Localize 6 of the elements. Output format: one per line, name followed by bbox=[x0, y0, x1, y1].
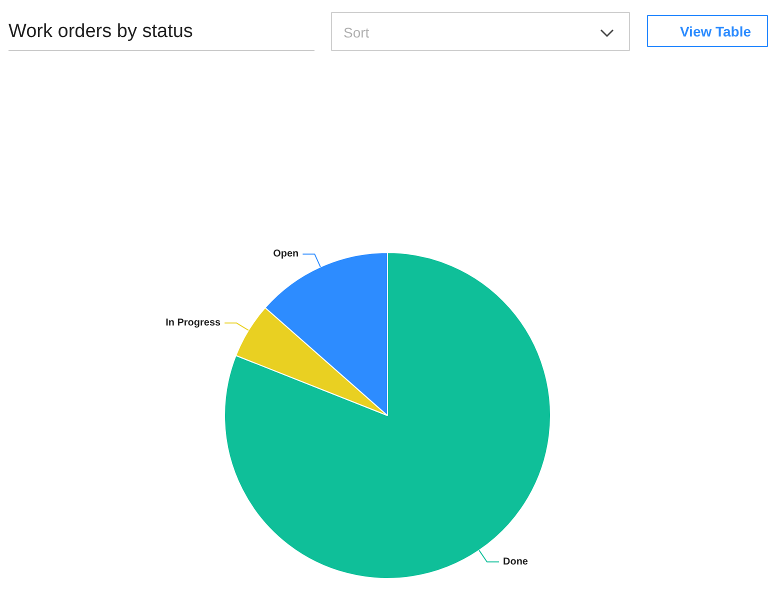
slice-label: Done bbox=[502, 556, 528, 568]
chart-title: Work orders by status bbox=[8, 21, 193, 42]
text: Sort bbox=[344, 24, 370, 40]
slice-label: In Progress bbox=[166, 318, 222, 329]
text: View Table bbox=[680, 24, 752, 40]
slice-label: Open bbox=[273, 248, 299, 260]
